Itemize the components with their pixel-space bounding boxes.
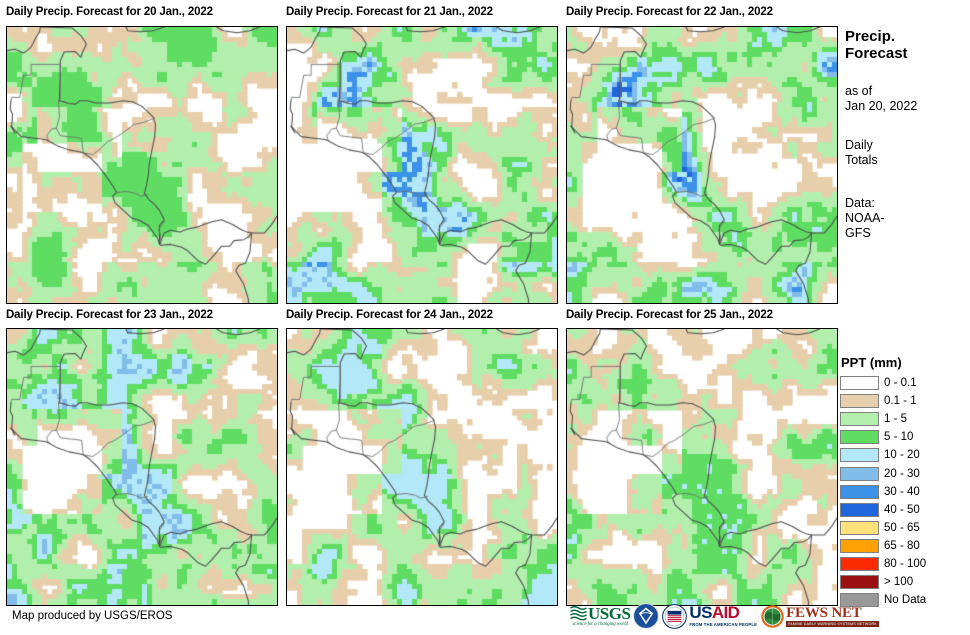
map-panel-1[interactable]	[286, 26, 558, 304]
legend-label: 10 - 20	[884, 449, 920, 462]
legend-swatch	[840, 593, 879, 608]
legend-swatch	[840, 430, 879, 445]
legend-swatch	[840, 538, 879, 553]
fewsnet-wordmark: FEWS NET	[786, 604, 862, 621]
legend-swatch	[840, 520, 879, 535]
legend-swatch	[840, 394, 879, 409]
legend-item: 80 - 100	[840, 555, 968, 573]
totals-line2: Totals	[845, 153, 878, 167]
legend-label: 50 - 65	[884, 521, 920, 534]
fewsnet-tagline: FAMINE EARLY WARNING SYSTEMS NETWORK	[786, 620, 879, 627]
map-panel-3[interactable]	[6, 328, 278, 606]
legend-item: 5 - 10	[840, 428, 968, 446]
fewsnet-logo[interactable]: FEWS NET FAMINE EARLY WARNING SYSTEMS NE…	[760, 602, 879, 630]
legend-label: 40 - 50	[884, 503, 920, 516]
usgs-tagline: science for a changing world	[572, 621, 628, 627]
legend-label: 5 - 10	[884, 431, 914, 444]
legend-item: 65 - 80	[840, 537, 968, 555]
legend-swatch	[840, 376, 879, 391]
figure-title-line2: Forecast	[845, 45, 908, 62]
legend: PPT (mm) 0 - 0.1 0.1 - 1 1 - 5 5 - 10 10 - 2…	[840, 355, 968, 609]
panel-title-3: Daily Precip. Forecast for 23 Jan., 2022	[6, 309, 213, 321]
legend-item: 20 - 30	[840, 464, 968, 482]
legend-swatch	[840, 448, 879, 463]
legend-swatch	[840, 556, 879, 571]
totals-line1: Daily	[845, 138, 873, 152]
legend-item: 1 - 5	[840, 410, 968, 428]
usgs-wave-icon	[570, 605, 587, 621]
map-panel-4[interactable]	[286, 328, 558, 606]
info-block: Precip. Forecast as of Jan 20, 2022 Dail…	[845, 28, 970, 241]
usaid-wordmark-us: US	[689, 603, 712, 622]
legend-item: 30 - 40	[840, 483, 968, 501]
data-source-line2: NOAA-	[845, 211, 885, 225]
as-of-line2: Jan 20, 2022	[845, 99, 918, 113]
noaa-seal-icon	[633, 603, 660, 629]
noaa-logo[interactable]	[633, 602, 660, 630]
legend-label: 0.1 - 1	[884, 395, 917, 408]
panel-title-5: Daily Precip. Forecast for 25 Jan., 2022	[566, 309, 773, 321]
data-source-line3: GFS	[845, 226, 871, 240]
legend-label: No Data	[884, 594, 927, 607]
legend-swatch	[840, 412, 879, 427]
legend-swatch	[840, 575, 879, 590]
map-credit: Map produced by USGS/EROS	[12, 610, 173, 622]
legend-label: 20 - 30	[884, 467, 920, 480]
legend-item: 0.1 - 1	[840, 392, 968, 410]
fewsnet-globe-icon	[761, 604, 784, 628]
panel-title-1: Daily Precip. Forecast for 21 Jan., 2022	[286, 6, 493, 18]
figure-title-line1: Precip.	[845, 28, 896, 45]
panel-title-0: Daily Precip. Forecast for 20 Jan., 2022	[6, 6, 213, 18]
usaid-logo[interactable]: USAID FROM THE AMERICAN PEOPLE	[662, 602, 757, 630]
legend-label: 30 - 40	[884, 485, 920, 498]
panel-title-2: Daily Precip. Forecast for 22 Jan., 2022	[566, 6, 773, 18]
data-source-line1: Data:	[845, 196, 875, 210]
legend-label: 0 - 0.1	[884, 377, 917, 390]
legend-label: > 100	[884, 576, 914, 589]
legend-rows: 0 - 0.1 0.1 - 1 1 - 5 5 - 10 10 - 20 20 - 30 3…	[840, 374, 968, 609]
map-panel-0[interactable]	[6, 26, 278, 304]
panel-title-4: Daily Precip. Forecast for 24 Jan., 2022	[286, 309, 493, 321]
logo-strip: USGS science for a changing world	[570, 601, 879, 631]
map-panel-2[interactable]	[566, 26, 838, 304]
map-panel-5[interactable]	[566, 328, 838, 606]
legend-label: 65 - 80	[884, 539, 920, 552]
legend-title: PPT (mm)	[841, 355, 902, 370]
legend-swatch	[840, 502, 879, 517]
as-of-line1: as of	[845, 84, 873, 98]
legend-swatch	[840, 466, 879, 481]
legend-label: 80 - 100	[884, 557, 927, 570]
usaid-tagline: FROM THE AMERICAN PEOPLE	[689, 622, 758, 627]
legend-item: > 100	[840, 573, 968, 591]
legend-label: 1 - 5	[884, 413, 908, 426]
legend-item: 0 - 0.1	[840, 374, 968, 392]
usaid-wordmark-aid: AID	[711, 603, 740, 622]
legend-item: 40 - 50	[840, 501, 968, 519]
legend-item: 10 - 20	[840, 446, 968, 464]
legend-swatch	[840, 484, 879, 499]
legend-item: No Data	[840, 591, 968, 609]
legend-item: 50 - 65	[840, 519, 968, 537]
usaid-seal-icon	[662, 603, 688, 629]
usgs-logo[interactable]: USGS science for a changing world	[570, 602, 631, 630]
usgs-wordmark: USGS	[588, 603, 631, 623]
